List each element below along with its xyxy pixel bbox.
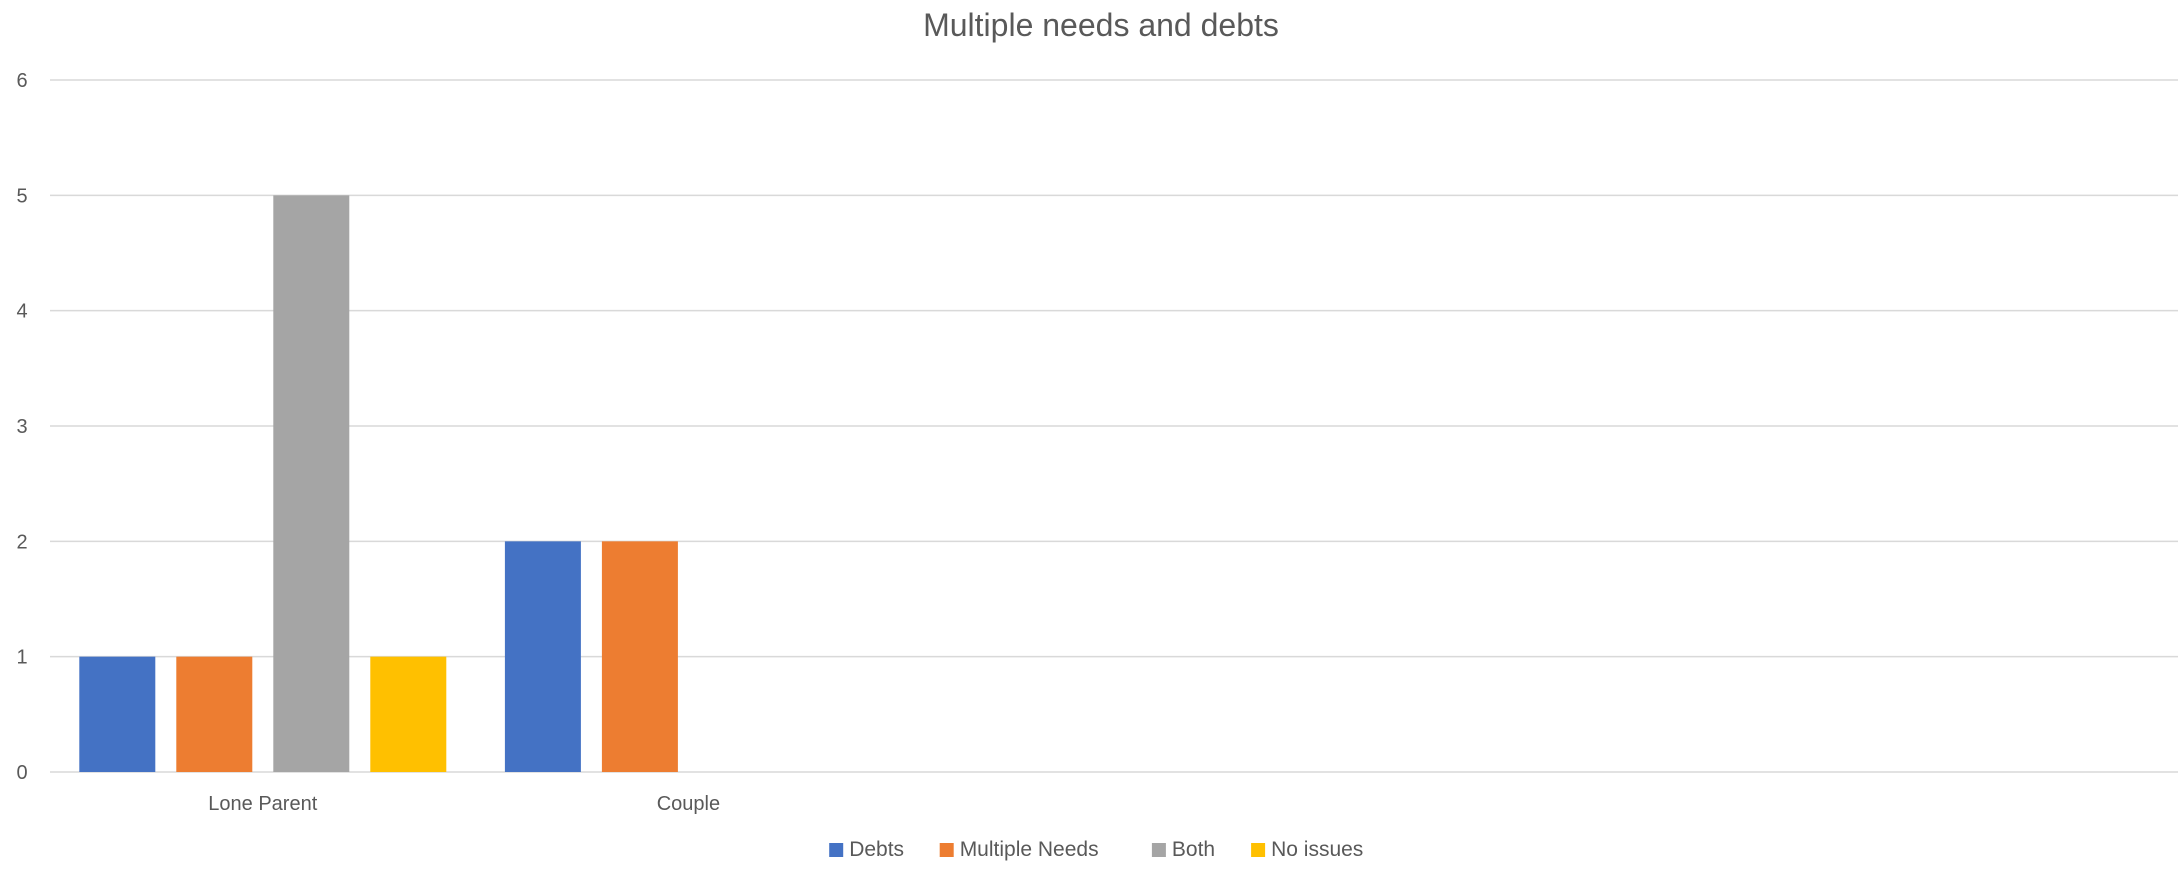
- legend-swatch-both: [1151, 843, 1166, 857]
- x-category-label-couple: Couple: [657, 793, 720, 815]
- y-tick-label-4: 4: [16, 301, 27, 323]
- y-axis-tick-labels: 0 1 2 3 4 5 6: [16, 70, 27, 784]
- y-tick-label-5: 5: [16, 185, 27, 207]
- legend-swatch-no-issues: [1251, 843, 1266, 857]
- legend-swatch-debts: [829, 843, 844, 857]
- bar-no-issues-lone-parent: [370, 656, 447, 772]
- bar-both-lone-parent: [273, 195, 350, 773]
- y-tick-label-2: 2: [16, 531, 27, 553]
- legend-label-debts: Debts: [849, 838, 904, 861]
- y-tick-label-0: 0: [16, 762, 27, 784]
- legend-label-no-issues: No issues: [1271, 838, 1363, 861]
- legend-swatch-multiple-needs: [939, 843, 954, 857]
- x-category-label-lone-parent: Lone Parent: [208, 793, 317, 815]
- legend-label-both: Both: [1172, 838, 1215, 861]
- legend: Debts Multiple Needs Both No issues: [829, 838, 1363, 861]
- y-tick-label-3: 3: [16, 416, 27, 438]
- legend-label-multiple-needs: Multiple Needs: [960, 838, 1099, 861]
- bar-debts-lone-parent: [79, 656, 156, 772]
- gridlines: [50, 79, 2178, 773]
- bars: [79, 195, 678, 773]
- y-tick-label-1: 1: [16, 647, 27, 669]
- x-axis-category-labels: Lone Parent Couple: [208, 793, 720, 815]
- y-tick-label-6: 6: [16, 70, 27, 92]
- bar-debts-couple: [504, 541, 581, 772]
- chart-title: Multiple needs and debts: [923, 7, 1279, 43]
- bar-multiple-needs-couple: [601, 541, 678, 772]
- bar-multiple-needs-lone-parent: [176, 656, 253, 772]
